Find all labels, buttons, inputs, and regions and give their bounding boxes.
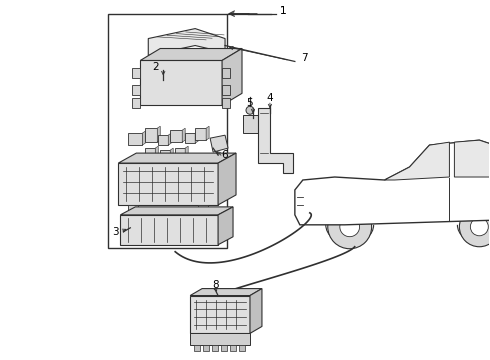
Polygon shape xyxy=(155,146,158,156)
Circle shape xyxy=(460,207,490,247)
Bar xyxy=(170,130,182,142)
Polygon shape xyxy=(190,289,262,296)
Polygon shape xyxy=(218,207,233,245)
Circle shape xyxy=(261,140,267,146)
Bar xyxy=(185,133,195,143)
Bar xyxy=(190,296,250,333)
Bar xyxy=(132,98,140,108)
Bar xyxy=(195,128,206,140)
Polygon shape xyxy=(142,131,145,145)
Polygon shape xyxy=(385,142,449,180)
Circle shape xyxy=(328,205,371,249)
Polygon shape xyxy=(218,153,236,205)
Polygon shape xyxy=(185,146,188,156)
Bar xyxy=(121,215,218,245)
Polygon shape xyxy=(121,207,233,215)
Bar xyxy=(222,68,230,78)
Bar xyxy=(145,148,155,156)
Text: 1: 1 xyxy=(280,6,286,15)
Ellipse shape xyxy=(122,218,138,242)
Bar xyxy=(128,133,142,145)
Polygon shape xyxy=(210,135,228,152)
Polygon shape xyxy=(119,153,236,163)
Polygon shape xyxy=(157,126,160,142)
Bar xyxy=(132,68,140,78)
Polygon shape xyxy=(222,49,242,105)
Polygon shape xyxy=(206,126,209,140)
Bar xyxy=(128,205,138,212)
Circle shape xyxy=(261,120,267,126)
Text: 7: 7 xyxy=(301,54,308,63)
Bar xyxy=(132,85,140,95)
Circle shape xyxy=(122,195,130,203)
Circle shape xyxy=(340,217,360,237)
Bar xyxy=(243,115,258,133)
Bar xyxy=(145,128,157,142)
Polygon shape xyxy=(140,49,242,60)
Circle shape xyxy=(246,106,254,114)
Bar xyxy=(160,150,170,158)
Polygon shape xyxy=(454,140,490,177)
Bar xyxy=(194,345,200,351)
Bar xyxy=(190,333,250,345)
Text: 6: 6 xyxy=(222,150,228,160)
Bar xyxy=(239,345,245,351)
Bar xyxy=(221,345,227,351)
Polygon shape xyxy=(195,131,198,143)
Bar xyxy=(198,205,208,212)
Polygon shape xyxy=(258,108,293,173)
Circle shape xyxy=(206,195,214,203)
Bar xyxy=(108,14,227,248)
Text: 4: 4 xyxy=(267,93,273,103)
Circle shape xyxy=(470,218,489,236)
Bar xyxy=(222,85,230,95)
Polygon shape xyxy=(148,28,225,55)
Bar xyxy=(222,98,230,108)
Polygon shape xyxy=(250,289,262,333)
Text: 3: 3 xyxy=(112,227,119,237)
Ellipse shape xyxy=(383,180,391,185)
Bar xyxy=(119,163,218,205)
Text: 2: 2 xyxy=(152,62,159,72)
Text: 1: 1 xyxy=(280,6,286,15)
Polygon shape xyxy=(182,128,185,142)
Bar xyxy=(140,60,222,105)
Ellipse shape xyxy=(200,218,216,242)
Text: 8: 8 xyxy=(212,280,219,289)
Polygon shape xyxy=(295,140,490,225)
Text: 5: 5 xyxy=(246,98,253,108)
Bar xyxy=(212,345,218,351)
Bar xyxy=(175,148,185,156)
Bar xyxy=(230,345,236,351)
Bar xyxy=(158,135,168,145)
Bar xyxy=(203,345,209,351)
Polygon shape xyxy=(170,148,173,158)
Polygon shape xyxy=(168,133,171,145)
